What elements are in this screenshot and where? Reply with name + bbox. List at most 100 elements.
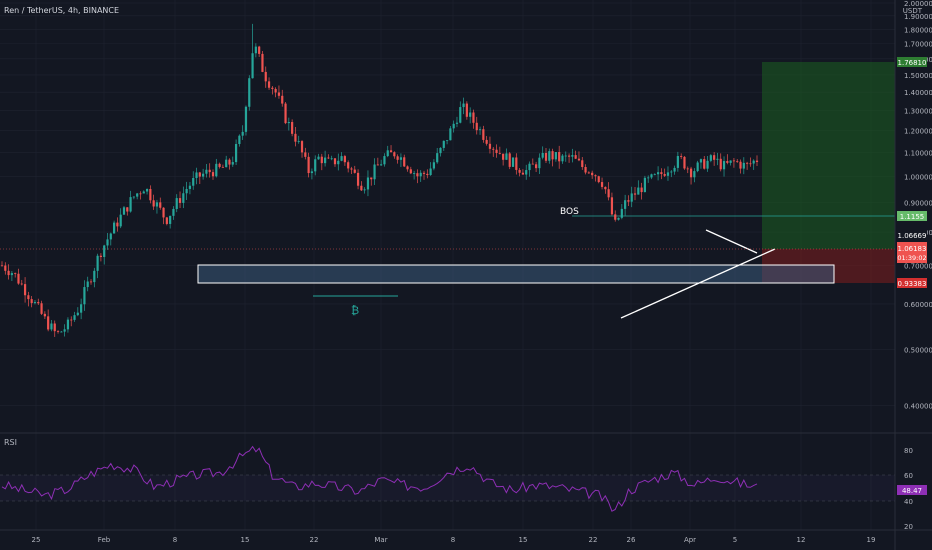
candle-body	[271, 87, 274, 89]
time-axis[interactable]: 25 Feb 8 15 22 Mar 8 15 22 26 Apr 5 12 19	[32, 536, 876, 544]
triangle-upper-line[interactable]	[705, 229, 758, 254]
support-zone[interactable]	[197, 264, 835, 284]
candle-body	[363, 189, 366, 191]
candle-body	[581, 160, 584, 167]
candle-body	[33, 302, 37, 304]
price-tick-label: 1.10000	[904, 149, 932, 157]
candle-body	[403, 157, 406, 167]
price-tick-label: 1.20000	[904, 128, 932, 136]
candle-body	[538, 157, 541, 169]
candle-body	[103, 245, 106, 257]
candle-body	[169, 215, 172, 224]
candle-body	[112, 222, 116, 234]
candle-body	[4, 265, 7, 271]
candle-body	[498, 152, 501, 154]
candle-body	[472, 112, 475, 123]
candle-body	[640, 187, 643, 193]
candle-body	[653, 174, 656, 176]
price-tick-label: 0.90000	[904, 200, 932, 208]
candle-body	[554, 152, 557, 160]
candle-body	[548, 151, 551, 161]
candle-body	[218, 163, 221, 167]
candle-body	[195, 172, 198, 178]
rsi-tick-60: 60	[904, 472, 913, 480]
candle-body	[152, 200, 155, 207]
rsi-tick-80: 80	[904, 447, 913, 455]
candle-body	[528, 163, 531, 171]
candle-body	[426, 173, 429, 176]
candle-body	[689, 168, 693, 178]
candle-body	[198, 172, 201, 177]
triangle-lower-line[interactable]	[620, 248, 776, 319]
candle-body	[43, 313, 46, 317]
bitcoin-symbol: ₿	[351, 304, 359, 317]
candle-body	[488, 143, 492, 149]
candle-body	[722, 161, 726, 170]
candle-body	[76, 312, 79, 316]
candle-body	[155, 202, 159, 207]
candle-body	[70, 319, 73, 321]
rsi-value-badge-text: 48.47	[902, 487, 922, 495]
candle-body	[324, 157, 327, 164]
time-tick-label: 15	[519, 536, 528, 544]
candle-body	[20, 283, 23, 285]
bos-badge-text: 1.1155	[900, 213, 925, 221]
candle-body	[353, 169, 356, 173]
candle-body	[389, 150, 393, 153]
candle-body	[742, 162, 745, 169]
candle-body	[561, 155, 564, 162]
candle-body	[99, 255, 103, 257]
candle-body	[633, 193, 637, 195]
price-tick-label: 1.70000	[904, 41, 932, 49]
candle-body	[436, 153, 439, 163]
candle-body	[647, 177, 650, 179]
price-badges: 1.76810 1.1155 1.06669 1.06183 01:39:02 …	[897, 57, 927, 495]
candle-body	[192, 177, 195, 186]
candle-body	[310, 171, 314, 174]
candle-body	[254, 46, 257, 54]
target-badge	[897, 57, 927, 67]
candle-body	[666, 172, 670, 176]
candle-body	[726, 161, 729, 163]
target-badge-text: 1.76810	[898, 59, 927, 67]
candle-body	[505, 153, 508, 160]
candle-body	[248, 78, 251, 107]
candle-body	[60, 331, 63, 333]
candle-body	[333, 158, 337, 165]
candle-body	[370, 177, 373, 180]
candle-body	[50, 323, 53, 330]
candle-body	[482, 129, 485, 140]
currency-label: USDT	[903, 7, 923, 15]
candle-body	[149, 188, 152, 201]
current-badge-a-text: 1.06669	[898, 232, 927, 240]
candle-body	[267, 81, 271, 88]
candle-body	[594, 175, 597, 177]
candle-body	[221, 166, 224, 168]
candle-body	[162, 207, 165, 218]
price-tick-label: 1.50000	[904, 72, 932, 80]
candle-body	[376, 164, 379, 166]
candle-body	[574, 155, 577, 159]
candle-body	[413, 173, 416, 174]
candle-body	[261, 53, 264, 72]
candle-body	[409, 169, 412, 174]
candle-body	[502, 153, 505, 160]
candle-body	[656, 172, 660, 175]
candle-body	[564, 155, 567, 157]
candle-body	[600, 182, 604, 187]
candle-body	[696, 162, 699, 172]
stop-badge	[897, 278, 927, 288]
candle-body	[492, 148, 495, 150]
candle-body	[617, 217, 620, 220]
candle-body	[380, 164, 383, 166]
candle-body	[225, 159, 228, 168]
candle-body	[300, 141, 304, 153]
candle-body	[399, 157, 403, 160]
candle-body	[129, 197, 132, 212]
candle-body	[40, 303, 43, 314]
candle-body	[571, 155, 574, 157]
candle-body	[314, 159, 317, 172]
candle-body	[277, 92, 281, 96]
candle-body	[518, 169, 521, 173]
